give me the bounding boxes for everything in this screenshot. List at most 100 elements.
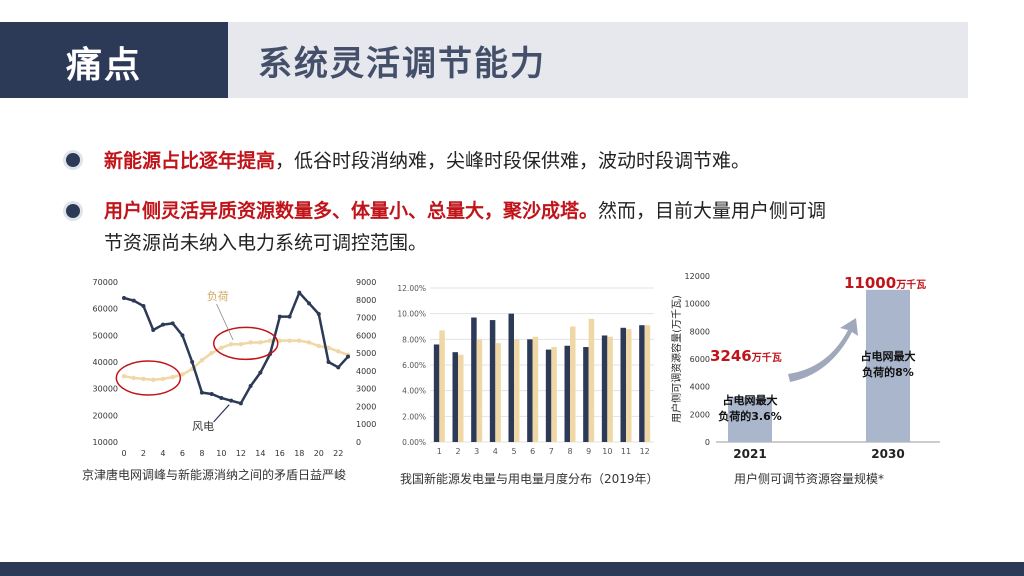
y-right-tick-label: 0 xyxy=(356,438,361,447)
load-wind-line-chart: 7000060000500004000030000200001000090008… xyxy=(93,278,377,458)
highlight-ellipse xyxy=(115,360,182,396)
point-2-highlight: 用户侧灵活异质资源数量多、体量小、总量大，聚沙成塔。 xyxy=(104,200,599,222)
y-left-tick-label: 40000 xyxy=(93,358,118,367)
y-left-tick-label: 10000 xyxy=(93,438,118,447)
bar xyxy=(508,313,514,442)
bar xyxy=(433,344,440,442)
bar xyxy=(570,326,576,442)
bar xyxy=(583,347,589,442)
data-point-wind xyxy=(199,390,204,395)
bar xyxy=(639,325,645,442)
data-point-load xyxy=(160,376,166,382)
x-tick-label: 18 xyxy=(294,449,304,458)
x-tick-label: 10 xyxy=(216,449,226,458)
data-point-wind xyxy=(190,360,195,364)
bar xyxy=(545,349,552,442)
data-point-wind xyxy=(277,314,282,319)
data-point-load xyxy=(238,342,244,347)
x-tick-label: 3 xyxy=(474,447,479,456)
point-1-highlight: 新能源占比逐年提高 xyxy=(104,150,276,172)
data-point-wind xyxy=(297,290,302,295)
y-tick-label: 0 xyxy=(705,438,710,447)
y-tick-label: 10.00% xyxy=(397,310,426,319)
y-tick-label: 8.00% xyxy=(402,335,426,344)
point-1: 新能源占比逐年提高，低谷时段消纳难，尖峰时段保供难，波动时段调节难。 xyxy=(104,146,750,173)
x-tick-label: 20 xyxy=(314,449,324,458)
data-point-wind xyxy=(131,298,136,303)
series-label-wind: 风电 xyxy=(192,420,214,433)
x-tick-label: 2030 xyxy=(871,447,904,461)
chart-3-caption: 用户侧可调节资源容量规模* xyxy=(734,472,885,486)
y-right-tick-label: 4000 xyxy=(356,367,376,376)
y-tick-label: 0.00% xyxy=(402,438,426,447)
y-axis-title: 用户侧可调资源容量(万千瓦) xyxy=(670,295,683,423)
data-point-wind xyxy=(170,321,175,326)
data-point-wind xyxy=(122,296,126,300)
chart-2-caption: 我国新能源发电量与用电量月度分布（2019年） xyxy=(400,472,659,486)
data-point-wind xyxy=(336,365,341,370)
y-right-tick-label: 1000 xyxy=(356,420,376,429)
x-tick-label: 12 xyxy=(640,447,650,456)
bullet-dot xyxy=(66,153,80,167)
bar xyxy=(439,330,445,442)
y-right-tick-label: 9000 xyxy=(356,278,376,287)
x-tick-label: 8 xyxy=(567,447,572,456)
data-point-wind xyxy=(160,322,165,327)
header-tag-label: 痛点 xyxy=(66,45,143,86)
data-point-load xyxy=(297,338,302,343)
y-right-tick-label: 7000 xyxy=(356,314,376,323)
bar xyxy=(626,329,632,442)
bar xyxy=(495,343,501,442)
y-tick-label: 12000 xyxy=(685,272,710,281)
data-point-wind xyxy=(346,354,350,359)
bar xyxy=(489,320,496,442)
x-tick-label: 16 xyxy=(275,449,285,458)
data-point-load xyxy=(209,350,214,356)
value-label-2021: 3246万千瓦 xyxy=(710,347,782,365)
capacity-bar-chart: 12000 10000 8000 6000 4000 2000 0 用户侧可调资源容量(万千瓦… xyxy=(670,272,940,461)
note-2030-line2: 负荷的8% xyxy=(862,365,914,379)
x-tick-label: 4 xyxy=(160,449,165,458)
chart-1-caption: 京津唐电网调峰与新能源消纳之间的矛盾日益严峻 xyxy=(82,468,347,482)
y-tick-label: 12.00% xyxy=(397,284,426,293)
x-tick-label: 10 xyxy=(602,447,612,456)
data-point-load xyxy=(151,377,156,382)
bar xyxy=(588,318,595,442)
bullet-dot xyxy=(66,204,80,218)
data-point-load xyxy=(326,345,331,350)
point-2: 用户侧灵活异质资源数量多、体量小、总量大，聚沙成塔。然而，目前大量用户侧可调 xyxy=(104,196,826,223)
x-tick-label: 5 xyxy=(511,447,516,456)
data-point-wind xyxy=(258,370,263,375)
y-tick-label: 4000 xyxy=(690,383,710,392)
bar xyxy=(607,336,613,442)
x-tick-label: 2 xyxy=(455,447,460,456)
data-point-load xyxy=(277,338,283,343)
value-label-2030: 11000万千瓦 xyxy=(844,274,926,292)
x-tick-label: 1 xyxy=(437,447,442,456)
capacity-bar xyxy=(728,397,772,442)
data-point-load xyxy=(141,376,146,382)
data-point-load xyxy=(248,340,253,345)
data-point-load xyxy=(121,374,127,379)
data-point-load xyxy=(267,338,273,343)
series-label-load: 负荷 xyxy=(207,289,229,303)
series-line-wind xyxy=(123,290,349,405)
x-tick-label: 8 xyxy=(199,449,204,458)
x-tick-label: 6 xyxy=(180,449,185,458)
bar xyxy=(564,345,570,442)
bar xyxy=(532,336,539,442)
bar xyxy=(551,347,557,442)
data-point-wind xyxy=(287,314,292,319)
x-tick-label: 2 xyxy=(141,449,146,458)
x-tick-label: 6 xyxy=(530,447,535,456)
y-left-tick-label: 30000 xyxy=(93,385,118,394)
bar xyxy=(620,327,626,442)
point-2-continued: 节资源尚未纳入电力系统可调控范围。 xyxy=(104,232,428,254)
note-2021-line2: 负荷的3.6% xyxy=(718,409,782,423)
point-2-text: 然而，目前大量用户侧可调 xyxy=(598,200,827,222)
data-point-load xyxy=(287,338,292,343)
bar xyxy=(644,325,651,442)
data-point-load xyxy=(170,374,175,380)
data-point-load xyxy=(228,342,234,347)
data-point-load xyxy=(219,345,224,350)
